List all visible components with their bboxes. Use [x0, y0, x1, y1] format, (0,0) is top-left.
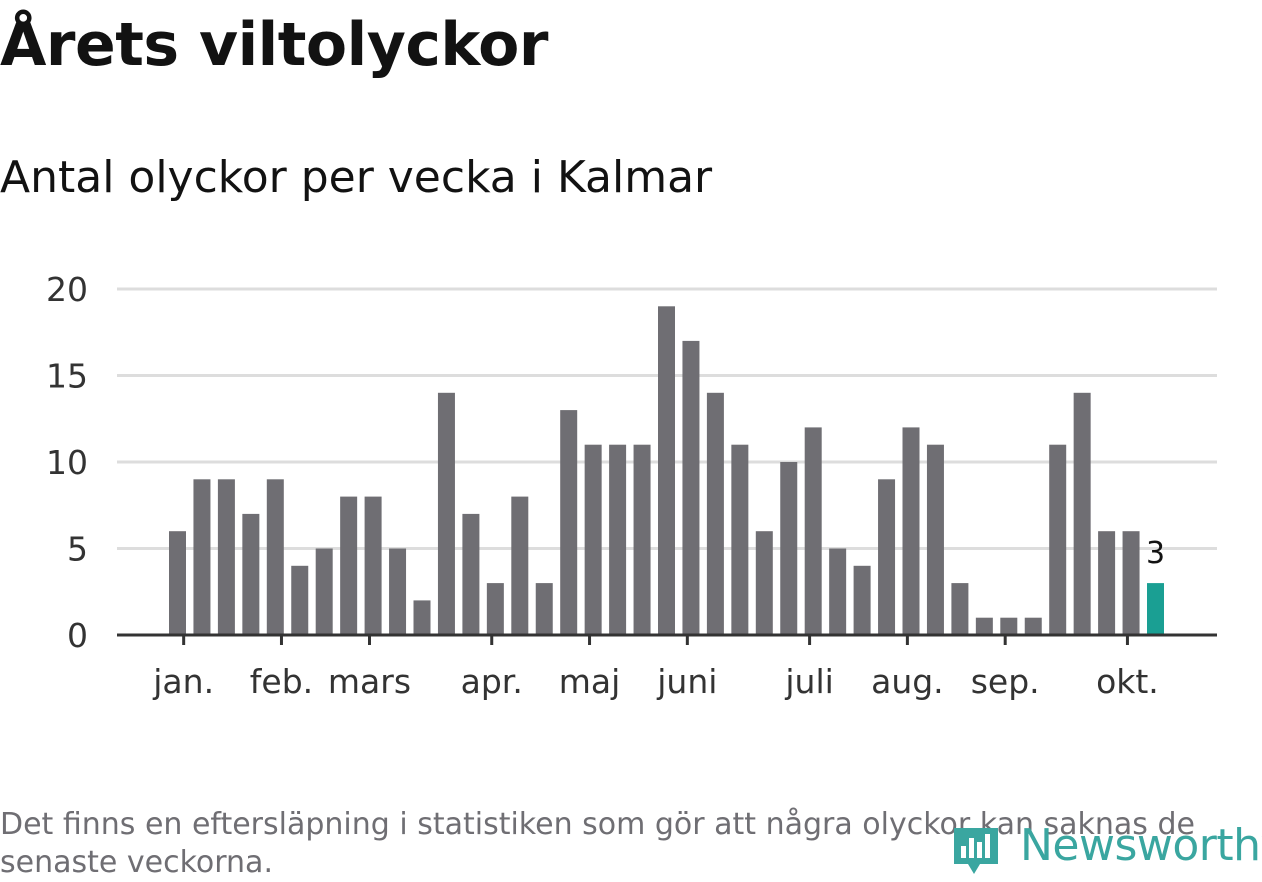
bar — [804, 427, 822, 635]
bar — [340, 496, 358, 635]
bar — [217, 479, 235, 635]
bar — [829, 548, 847, 635]
x-tick-label: juni — [656, 662, 717, 701]
bar — [755, 531, 773, 635]
y-tick-label: 20 — [46, 270, 88, 309]
bar — [437, 392, 455, 635]
bar — [633, 444, 651, 635]
bar — [1024, 617, 1042, 635]
bar — [242, 513, 260, 635]
bar — [1000, 617, 1018, 635]
bar — [169, 531, 186, 635]
bar — [486, 583, 504, 635]
data-label: 3 — [1146, 536, 1165, 571]
bar — [706, 392, 724, 635]
bar — [853, 565, 871, 635]
x-tick-label: jan. — [152, 662, 214, 701]
bar — [364, 496, 382, 635]
bar — [1049, 444, 1067, 635]
bar — [413, 600, 431, 635]
bar — [926, 444, 944, 635]
chart-title: Årets viltolyckor — [0, 10, 549, 80]
bar — [193, 479, 211, 635]
bar — [1122, 531, 1140, 635]
bar — [1073, 392, 1091, 635]
y-tick-label: 5 — [67, 530, 88, 569]
bar — [682, 340, 700, 635]
x-tick-label: mars — [328, 662, 411, 701]
x-tick-label: okt. — [1096, 662, 1159, 701]
x-tick-label: apr. — [461, 662, 523, 701]
bar — [266, 479, 284, 635]
x-tick-label: juli — [784, 662, 833, 701]
y-tick-label: 0 — [67, 616, 88, 655]
bar — [291, 565, 309, 635]
bar — [975, 617, 993, 635]
bar — [731, 444, 749, 635]
x-tick-label: aug. — [871, 662, 944, 701]
bar — [462, 513, 480, 635]
bar — [951, 583, 969, 635]
x-tick-label: maj — [559, 662, 621, 701]
bar — [1098, 531, 1116, 635]
x-tick-label: feb. — [250, 662, 313, 701]
bar — [609, 444, 627, 635]
bar — [511, 496, 529, 635]
newsworthy-logo-icon — [954, 828, 998, 874]
bar — [560, 410, 578, 635]
brand-name: Newsworthy — [1020, 820, 1262, 871]
bar — [1147, 583, 1164, 635]
bar — [389, 548, 407, 635]
chart-subtitle: Antal olyckor per vecka i Kalmar — [0, 152, 713, 203]
x-tick-label: sep. — [971, 662, 1040, 701]
bar — [584, 444, 602, 635]
brand-logo: Newsworthy — [950, 820, 1262, 876]
bar — [535, 583, 553, 635]
bar-chart: 0 5 10 15 20 3 jan. feb. mars apr. maj juni juli aug.… — [46, 270, 1217, 701]
bar — [878, 479, 896, 635]
bar — [902, 427, 920, 635]
bar — [315, 548, 333, 635]
bar — [658, 306, 675, 635]
y-tick-label: 15 — [46, 357, 88, 396]
bar — [780, 462, 798, 635]
y-tick-label: 10 — [46, 443, 88, 482]
